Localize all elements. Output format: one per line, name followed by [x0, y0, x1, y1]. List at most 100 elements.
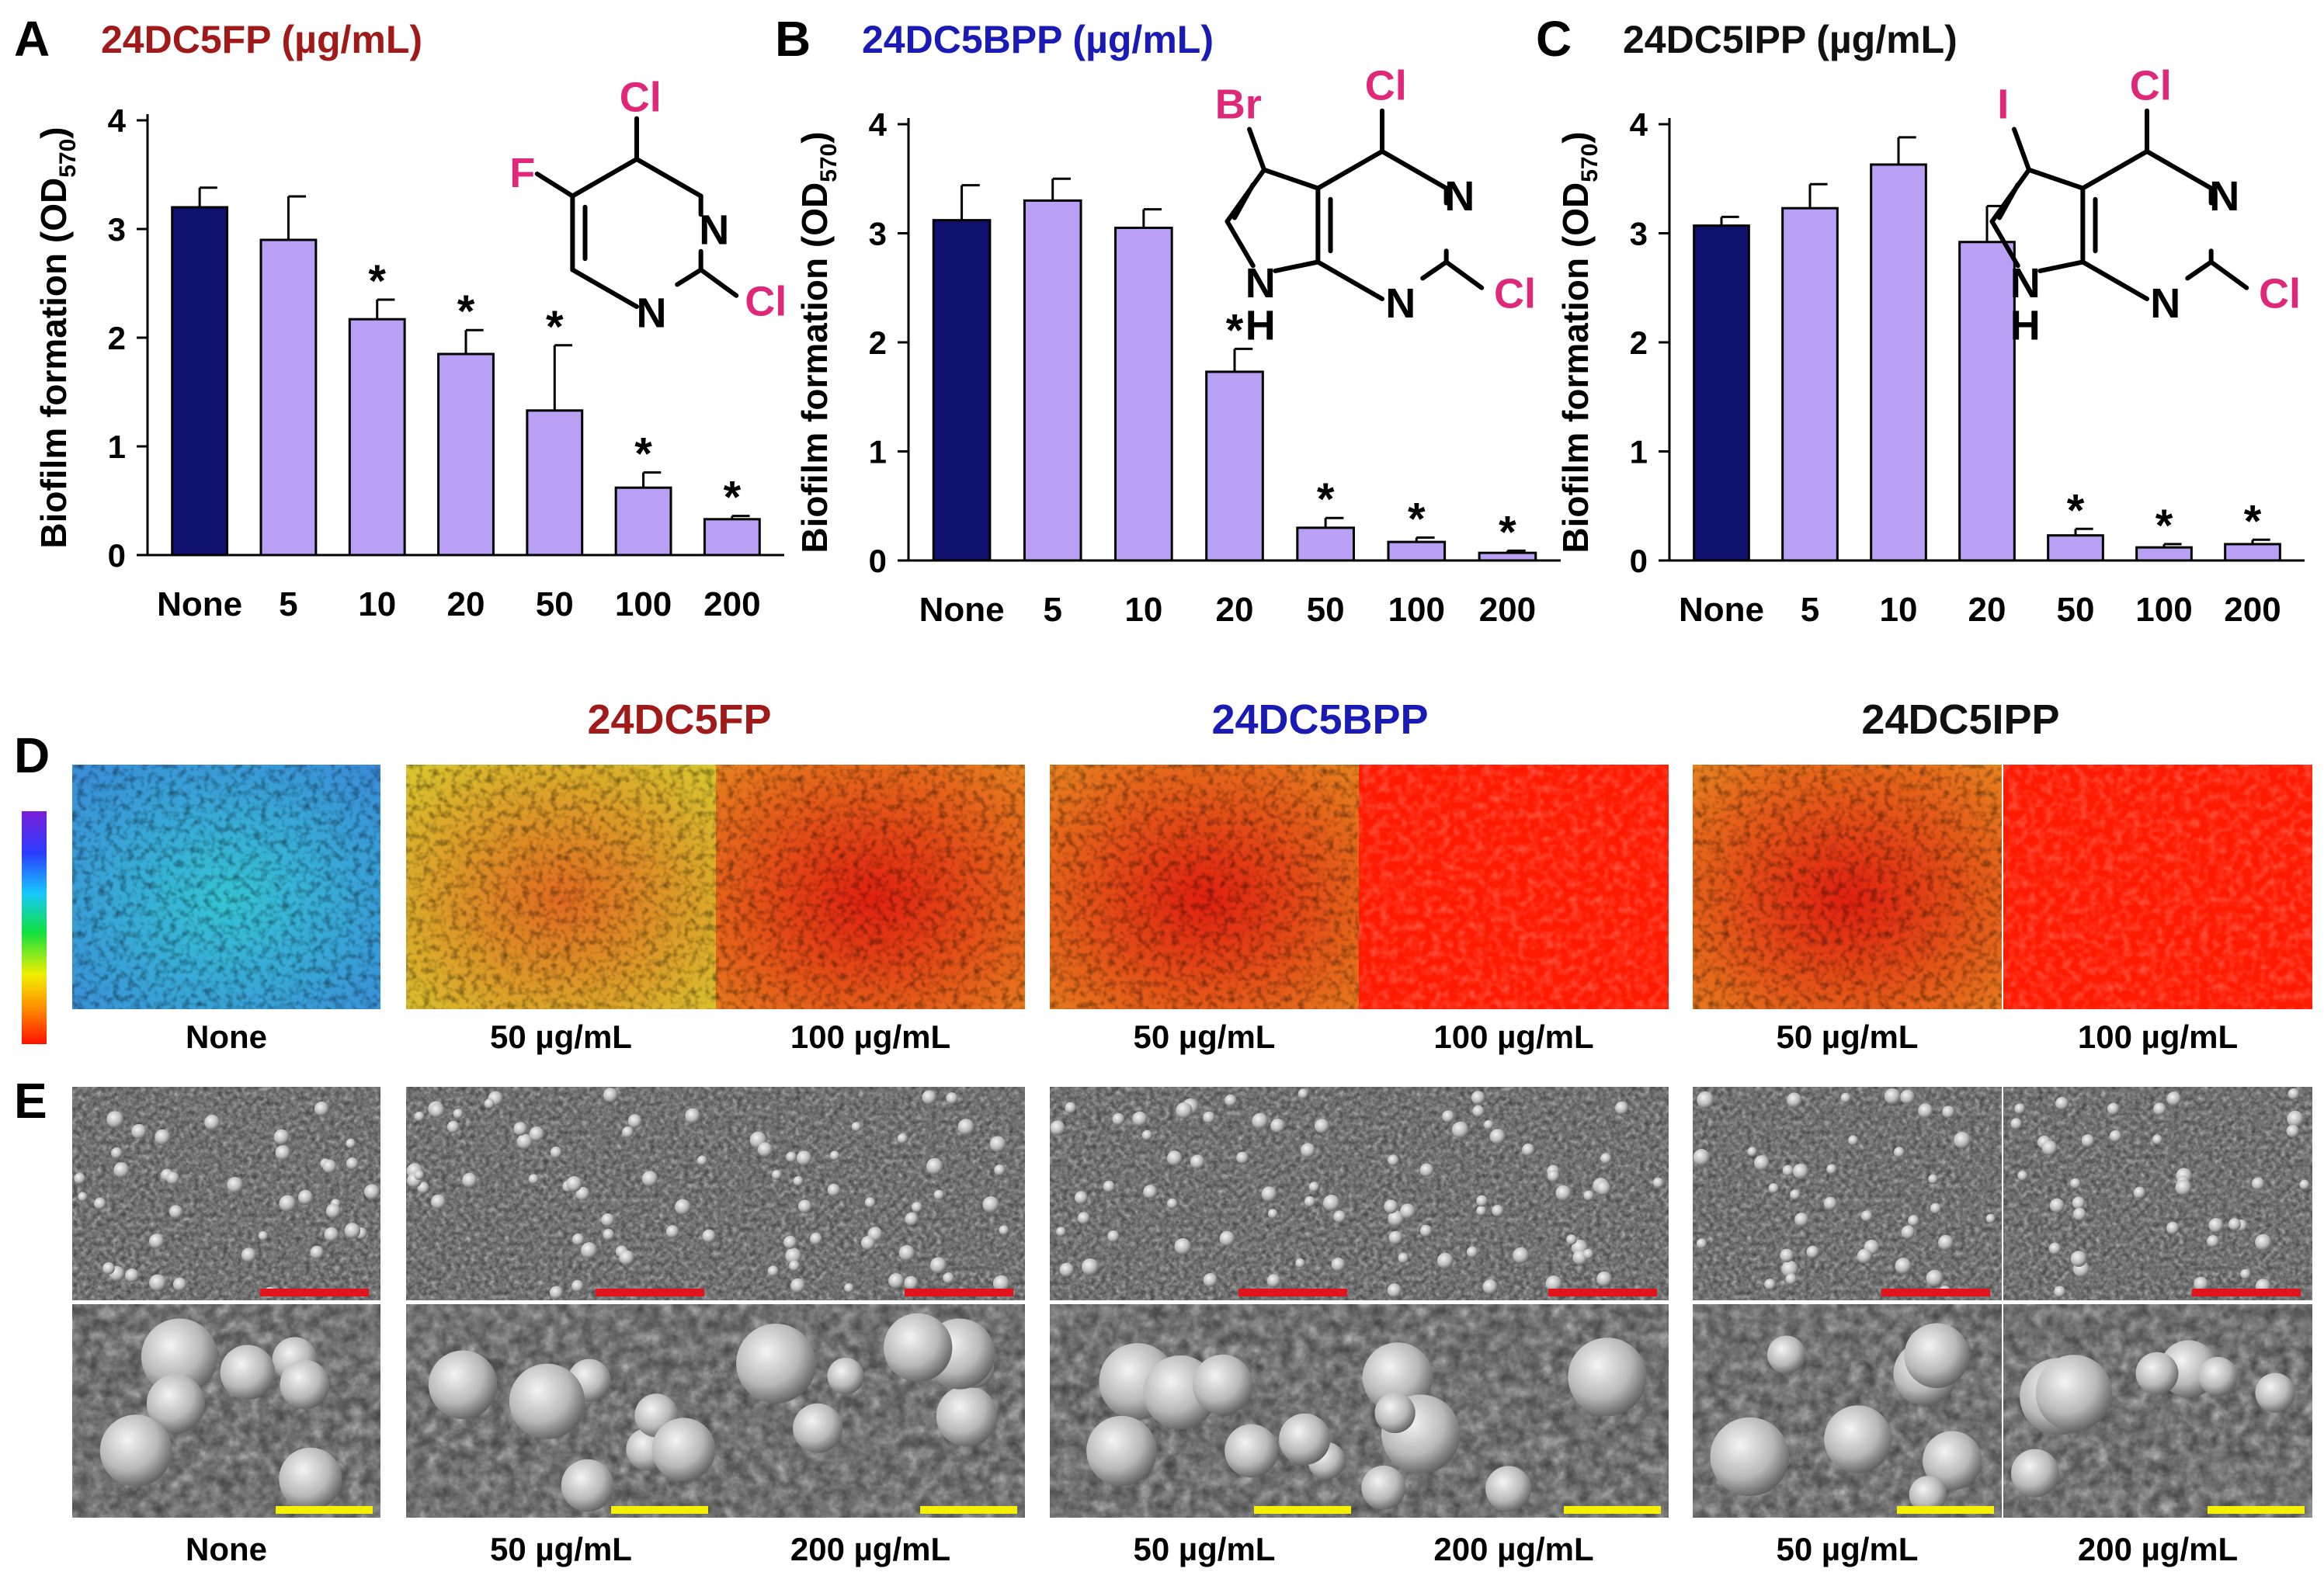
scale-bar: [611, 1506, 708, 1514]
scale-bar: [2192, 1289, 2301, 1296]
sem-texture: [1693, 1087, 2002, 1300]
cell: [1489, 1129, 1506, 1144]
significance-star: *: [546, 302, 564, 352]
molecule-24dc5fp: Cl F NN Cl: [509, 74, 787, 336]
x-tick-label: 50: [1307, 591, 1345, 629]
cell: [99, 1414, 172, 1487]
bar-5: [259, 238, 318, 557]
cell: [2287, 1110, 2304, 1128]
atom-label: Cl: [620, 74, 662, 120]
cell: [1824, 1405, 1892, 1473]
cell: [736, 1324, 816, 1404]
cell: [1895, 1258, 1912, 1275]
sem-image: [2003, 1304, 2312, 1518]
cell: [851, 1122, 861, 1132]
atom-label: I: [1997, 81, 2009, 127]
cell: [1315, 1119, 1329, 1134]
bond: [2185, 259, 2214, 281]
cell: [529, 1126, 544, 1142]
cell: [1388, 1210, 1404, 1227]
cell: [2070, 1251, 2087, 1267]
cell: [1596, 1271, 1612, 1287]
cell: [829, 1150, 840, 1161]
cell: [324, 1227, 339, 1242]
cell: [1261, 1186, 1277, 1202]
cell: [273, 1129, 290, 1145]
cell: [2109, 1130, 2122, 1143]
group-title: 24DC5FP: [587, 696, 771, 743]
cell: [1279, 1413, 1331, 1465]
cell: [1398, 1252, 1409, 1264]
sem-texture: [1050, 1087, 1359, 1300]
bar-50: [526, 409, 584, 557]
cell: [1840, 1092, 1851, 1103]
x-tick-label: 200: [2224, 591, 2281, 629]
cell: [549, 1286, 563, 1300]
cell: [860, 1236, 876, 1251]
y-tick-label: 1: [108, 429, 126, 465]
cell: [575, 1186, 590, 1201]
image-label: 50 µg/mL: [1777, 1531, 1919, 1567]
cell: [258, 1230, 269, 1241]
cell: [603, 1228, 615, 1241]
cell: [793, 1403, 843, 1453]
cell: [1203, 1111, 1215, 1124]
significance-star: *: [1317, 474, 1335, 525]
cell: [1112, 1112, 1125, 1126]
cell: [1225, 1424, 1279, 1478]
cell: [2288, 1088, 2300, 1100]
cell: [2072, 1207, 2086, 1221]
cell: [166, 1171, 179, 1185]
bond: [1420, 259, 1449, 281]
x-tick-label: 5: [1043, 591, 1061, 629]
atom-label: F: [509, 150, 535, 196]
cell: [509, 1363, 585, 1439]
cell: [2014, 1103, 2026, 1115]
cell: [2166, 1221, 2180, 1235]
y-axis-label: Biofilm formation (OD570): [33, 127, 81, 548]
cell: [1167, 1198, 1178, 1209]
cell: [1893, 1147, 1905, 1158]
y-tick-label: 3: [869, 216, 887, 252]
scale-bar: [1548, 1289, 1657, 1296]
image-label: 200 µg/mL: [2078, 1531, 2238, 1567]
image-label: 50 µg/mL: [1777, 1019, 1919, 1055]
significance-star: *: [2156, 501, 2173, 551]
cell: [1236, 1151, 1249, 1164]
cell: [904, 1275, 919, 1290]
x-tick-label: 100: [615, 585, 672, 623]
x-tick-label: 5: [1801, 591, 1819, 629]
atom-label: Br: [1215, 81, 1262, 127]
cell: [1754, 1155, 1770, 1171]
cell: [431, 1194, 446, 1209]
cell: [926, 1157, 943, 1175]
cell: [279, 1195, 296, 1212]
cell: [665, 1225, 679, 1238]
sem-image: [1359, 1304, 1669, 1518]
bond: [2012, 127, 2031, 172]
sem-image: [406, 1087, 716, 1300]
x-tick-label: 10: [1880, 591, 1918, 629]
sem-image: [1359, 1087, 1669, 1300]
x-tick-label: 200: [1479, 591, 1536, 629]
cell: [1928, 1174, 1938, 1184]
image-texture: [2003, 765, 2312, 1009]
cell: [1297, 1088, 1308, 1099]
confocal-image: 100 µg/mL: [1359, 765, 1669, 1055]
cell: [2048, 1242, 2062, 1255]
confocal-image: None: [72, 765, 380, 1055]
cell: [1082, 1258, 1099, 1275]
sem-image: [1050, 1304, 1359, 1518]
cell: [1785, 1273, 1797, 1285]
image-label: 50 µg/mL: [1134, 1531, 1276, 1567]
cell: [982, 1196, 999, 1213]
cell: [898, 1244, 915, 1261]
significance-star: *: [1226, 305, 1244, 356]
cell: [1333, 1210, 1346, 1223]
cell: [1451, 1121, 1469, 1139]
scale-bar: [2208, 1506, 2305, 1514]
color-scale-bar: [22, 811, 47, 1044]
cell: [1861, 1210, 1873, 1222]
bond: [570, 157, 639, 199]
